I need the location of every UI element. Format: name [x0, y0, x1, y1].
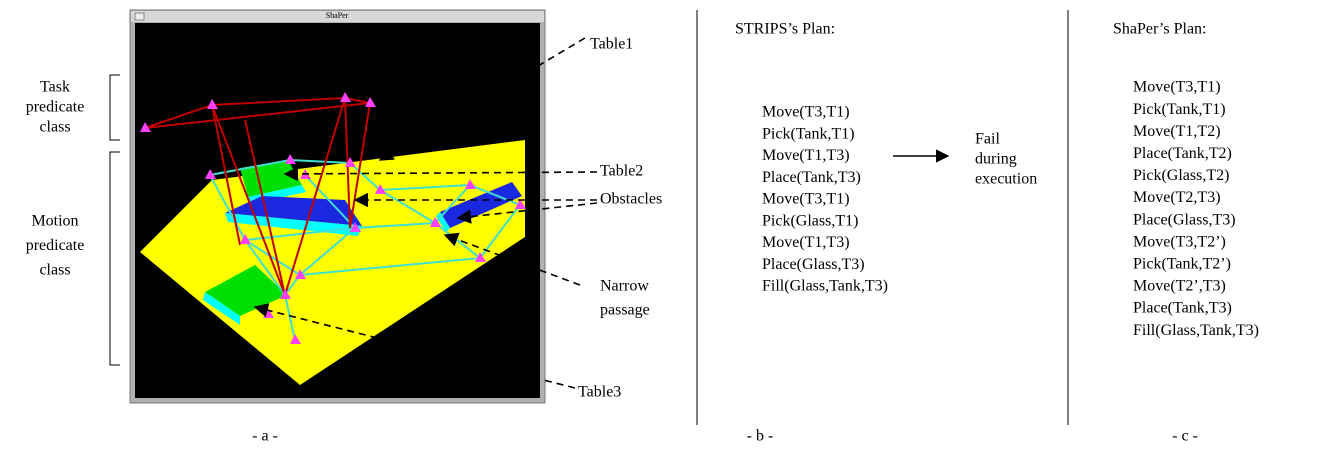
plan-step: Move(T3,T1)	[1133, 79, 1221, 96]
plan-step: Pick(Glass,T1)	[762, 212, 858, 229]
annotation: Obstacles	[600, 191, 662, 208]
class-label: predicate	[26, 237, 85, 254]
plan-step: Move(T1,T3)	[762, 234, 850, 251]
annotation: Table2	[600, 163, 643, 180]
plan-step: Move(T3,T1)	[762, 104, 850, 121]
screenshot-window: ShaPer	[129, 9, 546, 404]
caption: - c -	[1172, 428, 1198, 445]
note-line: Fail	[975, 131, 1000, 148]
plan-step: Pick(Tank,T2’)	[1133, 255, 1231, 272]
plan-step: Pick(Tank,T1)	[1133, 101, 1226, 118]
class-label: class	[39, 119, 70, 136]
class-label: predicate	[26, 99, 85, 116]
plan-step: Pick(Tank,T1)	[762, 125, 855, 142]
plan-steps: Move(T3,T1) Pick(Tank,T1) Move(T1,T2) Place…	[1133, 79, 1259, 339]
plan-step: Place(Tank,T3)	[1133, 300, 1232, 317]
note-line: execution	[975, 171, 1037, 188]
plan-step: Move(T2,T3)	[1133, 189, 1221, 206]
plan-step: Place(Tank,T2)	[1133, 145, 1232, 162]
plan-step: Move(T3,T1)	[762, 191, 850, 208]
plan-step: Move(T3,T2’)	[1133, 233, 1226, 250]
class-label: Task	[40, 79, 70, 96]
annotation-arrows	[253, 37, 598, 389]
plan-step: Place(Glass,T3)	[1133, 211, 1236, 228]
annotation: Narrow	[600, 278, 649, 295]
annotation: passage	[600, 302, 650, 319]
task-label: Task predicate class	[26, 79, 85, 136]
plan-step: Fill(Glass,Tank,T3)	[762, 278, 888, 295]
plan-step: Move(T1,T3)	[762, 147, 850, 164]
motion-label: Motion predicate class	[26, 213, 85, 279]
class-label: Motion	[31, 213, 78, 230]
caption: - b -	[747, 428, 774, 445]
plan-step: Fill(Glass,Tank,T3)	[1133, 322, 1259, 339]
plan-step: Move(T1,T2)	[1133, 123, 1221, 140]
caption: - a -	[252, 428, 278, 445]
note-line: during	[975, 151, 1017, 168]
annotation: Table1	[590, 36, 633, 53]
plan-steps: Move(T3,T1) Pick(Tank,T1) Move(T1,T3) Place…	[762, 104, 888, 295]
plan-step: Move(T2’,T3)	[1133, 278, 1226, 295]
brackets	[109, 74, 120, 366]
panel-title: ShaPer’s Plan:	[1113, 21, 1206, 38]
plan-step: Place(Tank,T3)	[762, 169, 861, 186]
window-title: ShaPer	[326, 11, 349, 20]
annotation: Table3	[578, 384, 621, 401]
class-label: class	[39, 262, 70, 279]
fail-note: Fail during execution	[975, 131, 1037, 188]
plan-step: Pick(Glass,T2)	[1133, 167, 1229, 184]
panel-title: STRIPS’s Plan:	[735, 21, 835, 38]
plan-step: Place(Glass,T3)	[762, 256, 865, 273]
